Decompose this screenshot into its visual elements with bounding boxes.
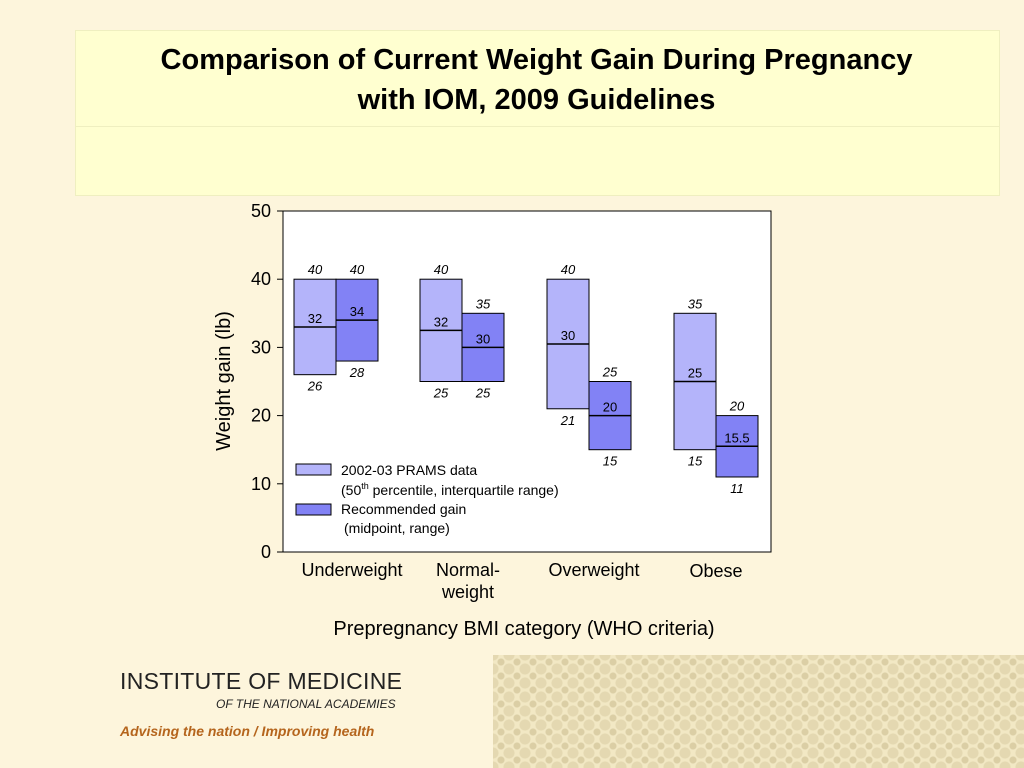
- category-label: Normal-: [436, 560, 500, 580]
- high-label: 40: [350, 262, 365, 277]
- slide-title: Comparison of Current Weight Gain During…: [75, 40, 998, 120]
- low-label: 15: [688, 454, 703, 469]
- mid-label: 25: [688, 366, 702, 381]
- mid-label: 20: [603, 400, 617, 415]
- category-label: Overweight: [548, 560, 639, 580]
- title-box: [75, 30, 1000, 127]
- legend-label-prams-detail: (50th percentile, interquartile range): [341, 481, 559, 498]
- subtitle-box: [75, 126, 1000, 196]
- low-label: 11: [730, 481, 744, 496]
- high-label: 40: [434, 262, 449, 277]
- mid-label: 15.5: [724, 430, 749, 445]
- high-label: 40: [308, 262, 323, 277]
- legend-label-prams: 2002-03 PRAMS data: [341, 462, 477, 478]
- x-axis-label: Prepregnancy BMI category (WHO criteria): [333, 618, 714, 640]
- mid-label: 30: [476, 331, 490, 346]
- category-label: Underweight: [301, 560, 402, 580]
- iom-logo: INSTITUTE OF MEDICINE OF THE NATIONAL AC…: [120, 668, 402, 739]
- logo-line1: INSTITUTE OF MEDICINE: [120, 668, 403, 694]
- y-tick-label: 10: [251, 474, 271, 494]
- category-label: weight: [441, 582, 494, 602]
- decorative-pattern: [493, 655, 1024, 768]
- mid-label: 32: [308, 311, 322, 326]
- mid-label: 30: [561, 328, 575, 343]
- category-label: Obese: [689, 561, 742, 581]
- y-tick-label: 40: [251, 269, 271, 289]
- legend-label-recommended: Recommended gain: [341, 501, 466, 517]
- y-tick-label: 20: [251, 406, 271, 426]
- y-axis-label: Weight gain (lb): [213, 311, 235, 451]
- legend-swatch-recommended: [295, 503, 332, 516]
- logo-line2: OF THE NATIONAL ACADEMIES: [216, 697, 396, 711]
- high-label: 25: [602, 365, 618, 380]
- low-label: 15: [603, 454, 618, 469]
- y-tick-label: 0: [261, 542, 271, 562]
- legend-label-recommended-detail: (midpoint, range): [344, 520, 450, 536]
- high-label: 40: [561, 262, 576, 277]
- high-label: 20: [729, 399, 745, 414]
- high-label: 35: [476, 296, 491, 311]
- tagline: Advising the nation / Improving health: [120, 723, 375, 739]
- y-tick-label: 30: [251, 337, 271, 357]
- low-label: 25: [433, 386, 449, 401]
- high-label: 35: [688, 296, 703, 311]
- low-label: 21: [560, 413, 575, 428]
- low-label: 26: [307, 379, 323, 394]
- low-label: 25: [475, 386, 491, 401]
- y-tick-label: 50: [251, 201, 271, 221]
- slide-title-line2: with IOM, 2009 Guidelines: [357, 84, 716, 116]
- mid-label: 34: [350, 304, 364, 319]
- mid-label: 32: [434, 314, 448, 329]
- low-label: 28: [349, 365, 365, 380]
- slide-title-line1: Comparison of Current Weight Gain During…: [160, 44, 913, 76]
- legend-swatch-prams: [295, 463, 332, 476]
